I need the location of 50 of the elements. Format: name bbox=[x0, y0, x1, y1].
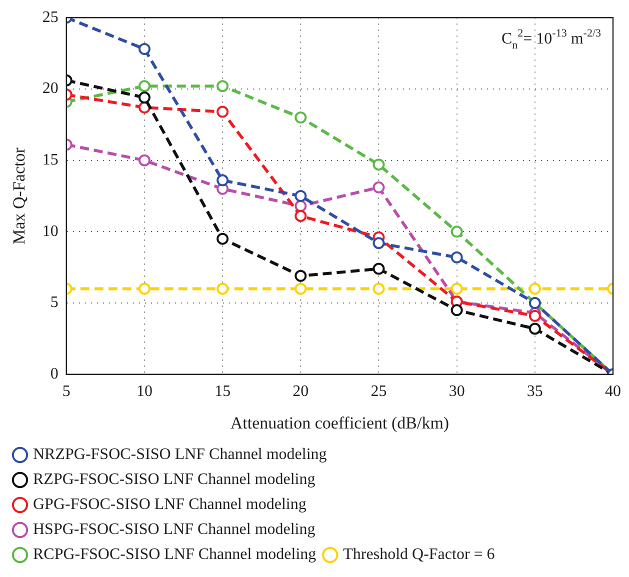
point bbox=[372, 237, 385, 250]
point bbox=[216, 282, 229, 295]
point bbox=[450, 226, 463, 238]
x-tick-label: 5 bbox=[62, 383, 70, 400]
legend-label: Threshold Q-Factor = 6 bbox=[343, 546, 495, 564]
point bbox=[294, 270, 307, 282]
point bbox=[450, 304, 463, 316]
x-tick-label: 15 bbox=[214, 383, 231, 400]
point bbox=[216, 106, 229, 118]
point bbox=[528, 322, 541, 335]
legend-label: RZPG-FSOC-SISO LNF Channel modeling bbox=[33, 471, 316, 488]
point bbox=[528, 282, 541, 295]
point bbox=[138, 154, 150, 166]
y-tick-label: 25 bbox=[42, 8, 58, 26]
point bbox=[372, 262, 385, 275]
legend-label: GPG-FSOC-SISO LNF Channel modeling bbox=[33, 496, 306, 514]
point bbox=[138, 282, 150, 295]
point bbox=[216, 80, 229, 92]
y-tick-label: 20 bbox=[42, 80, 58, 98]
y-tick-label: 5 bbox=[50, 294, 58, 312]
y-axis-title: Max Q-Factor bbox=[10, 147, 29, 244]
point bbox=[528, 310, 541, 322]
legend-label: RCPG-FSOC-SISO LNF Channel modeling bbox=[33, 546, 316, 564]
point bbox=[294, 112, 307, 124]
point bbox=[372, 158, 385, 171]
line-series bbox=[66, 18, 613, 374]
y-tick-label: 10 bbox=[42, 222, 58, 240]
point bbox=[138, 80, 150, 92]
point bbox=[138, 92, 150, 104]
point bbox=[138, 43, 150, 55]
x-tick-label: 30 bbox=[448, 383, 465, 400]
x-axis-title: Attenuation coefficient (dB/km) bbox=[230, 413, 450, 432]
x-tick-label: 40 bbox=[605, 383, 621, 400]
point bbox=[216, 232, 229, 245]
legend-label: NRZPG-FSOC-SISO LNF Channel modeling bbox=[33, 446, 327, 464]
point bbox=[450, 251, 463, 264]
y-tick-label: 0 bbox=[50, 366, 58, 383]
point bbox=[372, 181, 385, 194]
x-tick-label: 25 bbox=[370, 383, 387, 400]
point bbox=[450, 282, 463, 295]
x-tick-label: 35 bbox=[526, 383, 543, 400]
point bbox=[294, 190, 307, 202]
point bbox=[294, 210, 307, 222]
point bbox=[216, 174, 229, 186]
y-tick-label: 15 bbox=[42, 152, 58, 169]
point bbox=[372, 282, 385, 295]
point bbox=[294, 282, 307, 295]
x-tick-label: 10 bbox=[136, 383, 152, 400]
legend-label: HSPG-FSOC-SISO LNF Channel modeling bbox=[33, 521, 316, 538]
x-tick-label: 20 bbox=[292, 383, 309, 400]
